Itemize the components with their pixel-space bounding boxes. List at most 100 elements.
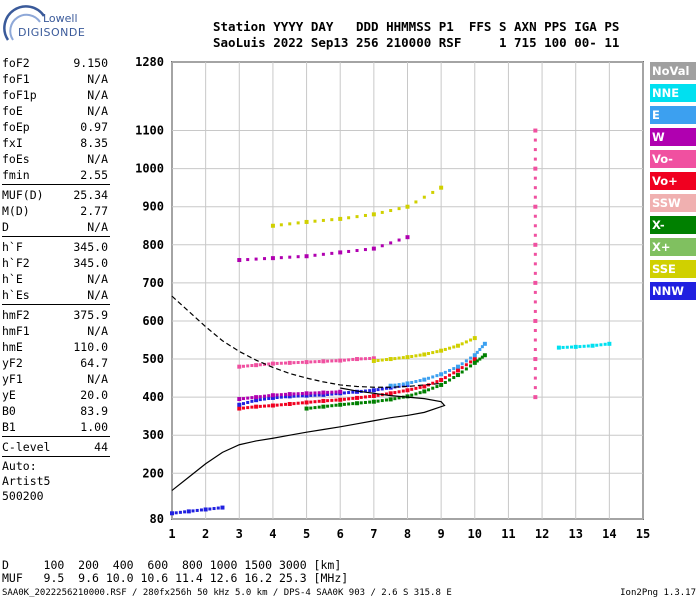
- echo-point: [533, 395, 538, 400]
- legend-item: SSE: [650, 260, 696, 278]
- echo-point: [533, 195, 537, 199]
- echo-point: [267, 396, 271, 400]
- x-tick-label: 13: [568, 527, 582, 541]
- echo-point: [570, 345, 574, 349]
- echo-point: [275, 403, 279, 407]
- echo-point: [351, 357, 355, 361]
- echo-point: [533, 214, 537, 218]
- param-label: h`F: [2, 240, 23, 254]
- param-row: yE 20.0: [2, 387, 110, 403]
- echo-point: [397, 356, 401, 360]
- footer-file-info: SAA0K_2022256210000.RSF / 280fx256h 50 k…: [2, 588, 452, 598]
- echo-point: [208, 507, 212, 511]
- echo-point: [355, 357, 360, 362]
- echo-point: [455, 368, 460, 373]
- y-tick-label: 1280: [135, 55, 164, 69]
- echo-point: [246, 400, 250, 404]
- echo-point: [254, 257, 258, 261]
- header-line-2: SaoLuis 2022 Sep13 256 210000 RSF 1 715 …: [213, 35, 620, 50]
- echo-point: [351, 402, 355, 406]
- echo-point: [326, 404, 330, 408]
- echo-point: [533, 280, 538, 285]
- echo-point: [455, 343, 460, 348]
- echo-point: [321, 398, 326, 403]
- param-label: foEs: [2, 152, 30, 166]
- echo-point: [410, 354, 414, 358]
- echo-point: [359, 357, 363, 361]
- echo-point: [533, 271, 537, 275]
- autoscale-note: 500200: [2, 489, 44, 503]
- echo-point: [586, 344, 590, 348]
- param-row: foF1p N/A: [2, 87, 110, 103]
- echo-point: [435, 385, 439, 389]
- echo-point: [405, 204, 410, 209]
- echo-point: [191, 509, 195, 513]
- param-value: N/A: [87, 324, 108, 338]
- autoscale-note: Artist5: [2, 474, 51, 488]
- y-tick-label: 1100: [135, 124, 164, 138]
- echo-point: [363, 400, 367, 404]
- echo-point: [347, 391, 351, 395]
- echo-point: [313, 406, 317, 410]
- y-tick-label: 600: [142, 314, 164, 328]
- echo-point: [317, 399, 321, 403]
- echo-point: [443, 380, 447, 384]
- echo-point: [393, 383, 397, 387]
- echo-point: [565, 345, 569, 349]
- echo-point: [533, 338, 537, 342]
- echo-point: [414, 200, 418, 204]
- echo-point: [418, 385, 422, 389]
- echo-point: [448, 368, 452, 372]
- echo-point: [371, 356, 376, 361]
- echo-point: [427, 376, 431, 380]
- echo-point: [475, 359, 479, 363]
- echo-point: [296, 401, 300, 405]
- echo-point: [448, 378, 452, 382]
- echo-point: [393, 391, 397, 395]
- echo-point: [246, 406, 250, 410]
- legend-item: NNE: [650, 84, 696, 102]
- echo-point: [435, 350, 439, 354]
- echo-point: [427, 352, 431, 356]
- echo-point: [334, 390, 338, 394]
- echo-point: [607, 341, 612, 346]
- echo-point: [270, 393, 275, 398]
- echo-point: [195, 508, 199, 512]
- echo-point: [472, 336, 477, 341]
- echo-point: [533, 290, 537, 294]
- x-tick-label: 12: [535, 527, 549, 541]
- echo-point: [388, 357, 393, 362]
- y-tick-label: 700: [142, 276, 164, 290]
- param-value: 110.0: [73, 340, 108, 354]
- echo-point: [435, 380, 439, 384]
- echo-point: [376, 393, 380, 397]
- echo-point: [464, 359, 468, 363]
- echo-point: [418, 379, 422, 383]
- echo-point: [431, 386, 435, 390]
- echo-point: [326, 390, 330, 394]
- echo-point: [439, 382, 444, 387]
- param-label: foE: [2, 104, 23, 118]
- echo-point: [371, 212, 376, 217]
- param-row: fmin 2.55: [2, 167, 110, 183]
- echo-point: [292, 394, 296, 398]
- density-profile-line: [171, 387, 446, 491]
- echo-point: [469, 338, 473, 342]
- echo-point: [422, 377, 427, 382]
- echo-point: [455, 373, 460, 378]
- echo-point: [393, 357, 397, 361]
- echo-point: [174, 511, 178, 515]
- echo-point: [330, 218, 334, 222]
- echo-point: [414, 354, 418, 358]
- param-label: h`F2: [2, 256, 30, 270]
- echo-point: [418, 391, 422, 395]
- echo-point: [284, 395, 288, 399]
- echo-point: [460, 366, 464, 370]
- x-tick-label: 4: [269, 527, 276, 541]
- echo-point: [317, 393, 321, 397]
- echo-point: [338, 216, 343, 221]
- param-value: 0.97: [80, 120, 108, 134]
- param-row: yF1 N/A: [2, 371, 110, 387]
- echo-point: [533, 348, 537, 352]
- echo-point: [452, 367, 456, 371]
